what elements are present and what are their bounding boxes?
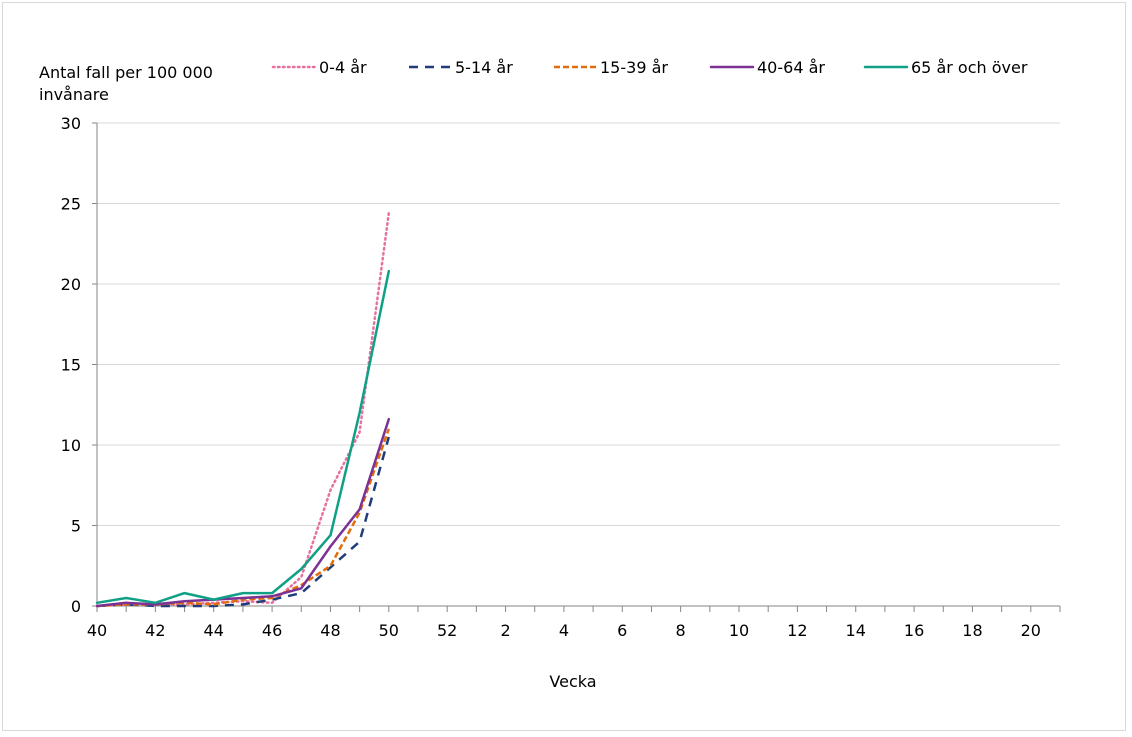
legend-label-2: 15-39 år xyxy=(600,58,668,77)
legend-label-4: 65 år och över xyxy=(911,58,1028,77)
y-tick-label: 15 xyxy=(61,356,81,375)
y-axis-title-line-1: Antal fall per 100 000 xyxy=(39,63,213,82)
y-axis-title-line-2: invånare xyxy=(39,85,109,104)
x-tick-label: 42 xyxy=(145,621,165,640)
x-tick-label: 40 xyxy=(87,621,107,640)
series-line-0 xyxy=(95,211,391,608)
y-tick-label: 20 xyxy=(61,275,81,294)
series-line-2 xyxy=(96,428,390,608)
y-tick-label: 30 xyxy=(61,114,81,133)
x-tick-label: 14 xyxy=(846,621,866,640)
x-tick-label: 16 xyxy=(904,621,924,640)
legend-label-3: 40-64 år xyxy=(757,58,825,77)
series-line-4 xyxy=(95,269,391,605)
line-chart: Antal fall per 100 000 invånare Vecka 0 5… xyxy=(39,58,1061,691)
x-tick-label: 50 xyxy=(379,621,399,640)
x-tick-label: 52 xyxy=(437,621,457,640)
x-tick-label: 2 xyxy=(500,621,510,640)
series-lines xyxy=(95,211,391,608)
legend-label-1: 5-14 år xyxy=(455,58,513,77)
x-axis-title: Vecka xyxy=(549,672,596,691)
y-tick-label: 10 xyxy=(61,436,81,455)
legend-label-0: 0-4 år xyxy=(319,58,367,77)
y-tick-label: 5 xyxy=(71,517,81,536)
x-tick-label: 20 xyxy=(1021,621,1041,640)
x-tick-label: 46 xyxy=(262,621,282,640)
y-tick-label: 0 xyxy=(71,597,81,616)
legend: 0-4 år 5-14 år 15-39 år 40-64 år 65 år och ö… xyxy=(271,58,1028,77)
x-tick-label: 12 xyxy=(787,621,807,640)
x-tick-label: 18 xyxy=(962,621,982,640)
x-tick-label: 10 xyxy=(729,621,749,640)
x-tick-label: 8 xyxy=(676,621,686,640)
x-tick-label: 44 xyxy=(204,621,224,640)
gridlines xyxy=(97,122,1060,526)
y-tick-label: 25 xyxy=(61,195,81,214)
series-line-3 xyxy=(95,417,391,608)
x-tick-label: 48 xyxy=(320,621,340,640)
x-tick-label: 4 xyxy=(559,621,569,640)
x-tick-label: 6 xyxy=(617,621,627,640)
